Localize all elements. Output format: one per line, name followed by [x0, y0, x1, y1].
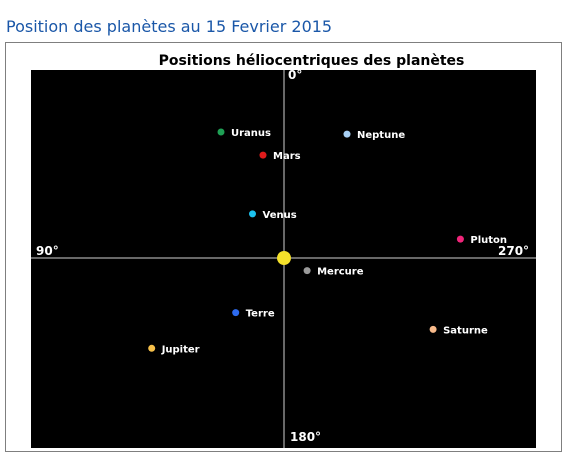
planet-label-pluton: Pluton — [470, 235, 507, 246]
planet-label-jupiter: Jupiter — [161, 344, 200, 355]
planet-jupiter: Jupiter — [148, 344, 200, 355]
chart-title: Positions héliocentriques des planètes — [158, 53, 465, 69]
axis-label-right: 270° — [498, 244, 529, 258]
planet-marker-mercure — [303, 267, 311, 275]
planet-mercure: Mercure — [303, 267, 364, 278]
planet-uranus: Uranus — [217, 128, 271, 139]
planet-label-uranus: Uranus — [231, 128, 271, 139]
planet-mars: Mars — [259, 151, 301, 162]
planet-label-terre: Terre — [246, 309, 275, 320]
page-title: Position des planètes au 15 Fevrier 2015 — [6, 17, 333, 36]
planet-terre: Terre — [232, 309, 275, 320]
planet-label-mercure: Mercure — [317, 267, 364, 278]
planet-saturne: Saturne — [429, 325, 488, 336]
sun-marker — [277, 251, 291, 265]
planet-marker-mars — [259, 151, 267, 159]
planet-marker-uranus — [217, 128, 225, 136]
planet-label-venus: Venus — [263, 210, 297, 221]
planet-marker-pluton — [456, 235, 464, 243]
planet-marker-saturne — [429, 325, 437, 333]
planet-points: Uranus Neptune Mars Venus Pluton Mercure Terre… — [148, 128, 507, 355]
axis-label-bottom: 180° — [290, 430, 321, 444]
axis-label-top: 0° — [288, 68, 302, 82]
planet-label-neptune: Neptune — [357, 130, 405, 141]
planet-marker-neptune — [343, 130, 351, 138]
planet-marker-terre — [232, 309, 240, 317]
planet-neptune: Neptune — [343, 130, 405, 141]
planet-marker-venus — [249, 210, 256, 218]
planet-pluton: Pluton — [456, 235, 507, 246]
planet-label-mars: Mars — [273, 151, 301, 162]
axis-label-left: 90° — [36, 244, 59, 258]
planet-marker-jupiter — [148, 344, 156, 352]
planet-label-saturne: Saturne — [443, 325, 488, 336]
planet-venus: Venus — [249, 210, 297, 221]
